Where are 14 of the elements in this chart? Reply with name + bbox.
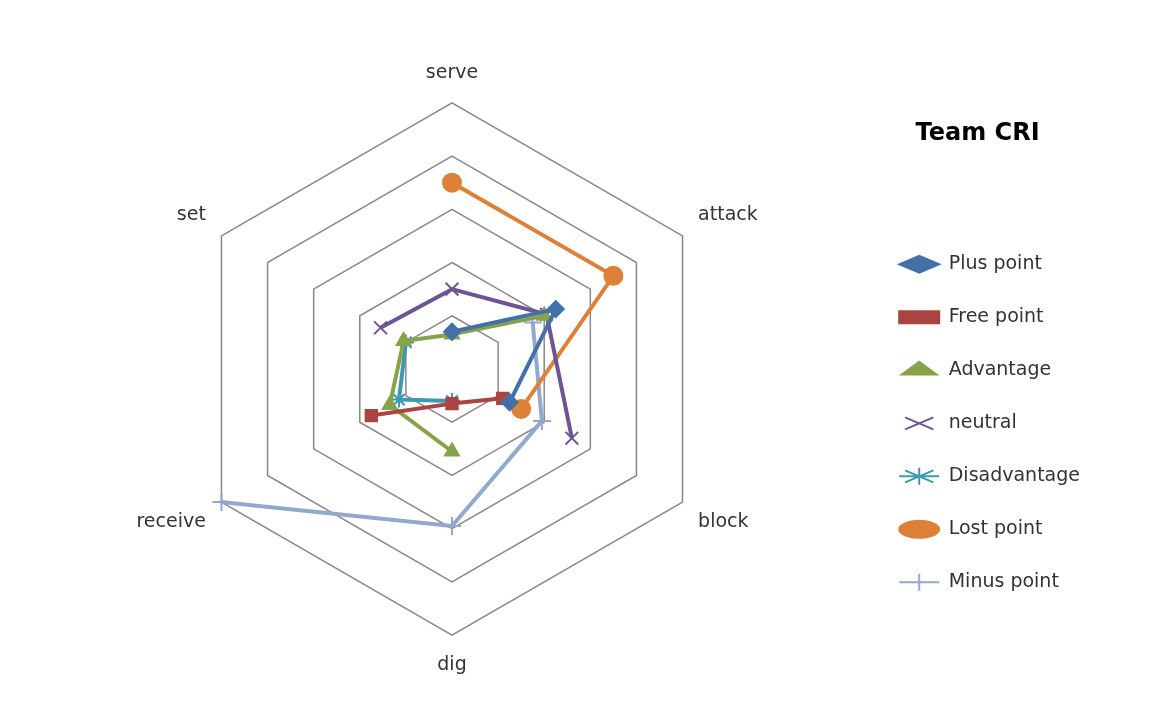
spoke-label: block — [698, 509, 749, 532]
spoke-label: receive — [136, 509, 206, 532]
spoke-label: serve — [425, 60, 479, 83]
legend-label: Free point — [948, 304, 1044, 327]
legend-label: Disadvantage — [948, 463, 1081, 486]
spoke-label: dig — [437, 651, 467, 674]
legend-label: neutral — [948, 410, 1017, 433]
legend-label: Advantage — [948, 357, 1052, 380]
legend-label: Plus point — [948, 251, 1042, 274]
spoke-label: set — [176, 202, 206, 225]
legend-label: Minus point — [948, 569, 1059, 592]
spoke-label: attack — [698, 202, 758, 225]
text: Team CRI — [915, 118, 1040, 147]
legend-label: Lost point — [948, 516, 1043, 539]
